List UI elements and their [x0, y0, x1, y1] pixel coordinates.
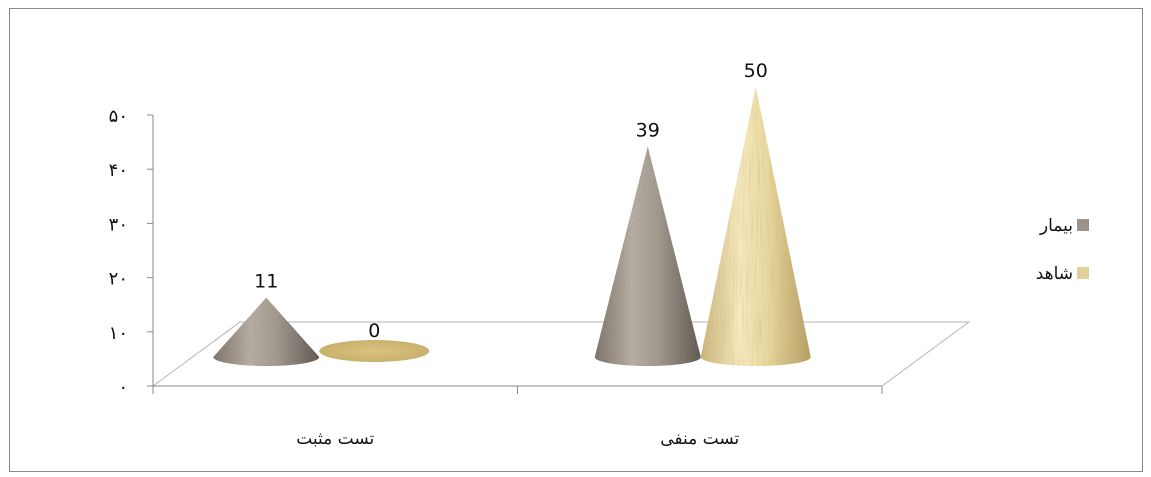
x-ticks: [152, 386, 883, 394]
chart-frame: [9, 8, 1143, 472]
cone-patient: [213, 297, 320, 366]
y-tick-label: ۱۰: [109, 323, 128, 344]
data-label: 11: [254, 271, 278, 293]
category-label: تست مثبت: [296, 429, 374, 449]
legend: بیمار شاهد: [1036, 216, 1089, 284]
legend-swatch: [1077, 219, 1089, 231]
floor-hatch: [159, 376, 166, 382]
floor-hatch: [955, 327, 962, 333]
cone-control: [700, 87, 811, 366]
floor-hatch: [170, 368, 177, 374]
floor-hatch: [225, 328, 232, 334]
floor-hatch: [944, 335, 951, 341]
cones: [213, 87, 811, 366]
floor-hatch: [922, 351, 929, 357]
category-label: تست منفی: [660, 429, 739, 449]
floor-hatch: [911, 359, 918, 365]
axes: ۰ ۱۰ ۲۰ ۳۰ ۴۰ ۵۰: [109, 106, 883, 398]
floor-hatch: [192, 352, 199, 358]
legend-label: بیمار: [1039, 216, 1073, 236]
y-tick-label: ۵۰: [109, 106, 128, 127]
legend-swatch: [1077, 267, 1089, 279]
floor-hatch: [933, 343, 940, 349]
data-labels: 11 0 39 50: [254, 60, 768, 342]
y-ticks: ۰ ۱۰ ۲۰ ۳۰ ۴۰ ۵۰: [109, 106, 153, 398]
y-tick-label: ۴۰: [109, 160, 128, 181]
floor-hatch: [214, 336, 221, 342]
category-labels: تست مثبت تست منفی: [296, 429, 739, 449]
floor-edge-hatch-left: [159, 328, 232, 382]
data-label: 39: [636, 119, 660, 141]
floor-hatch: [889, 375, 896, 381]
cone-control-flat: [319, 340, 430, 362]
y-tick-label: ۳۰: [109, 214, 128, 235]
y-tick-label: ۰: [118, 377, 128, 398]
floor-hatch: [203, 344, 210, 350]
cone-patient: [594, 146, 701, 366]
floor-hatch: [181, 360, 188, 366]
data-label: 0: [368, 320, 380, 342]
data-label: 50: [744, 60, 768, 82]
legend-label: شاهد: [1036, 264, 1073, 284]
y-tick-label: ۲۰: [109, 269, 128, 290]
floor-hatch: [900, 367, 907, 373]
floor-edge-hatch-right: [889, 327, 962, 381]
